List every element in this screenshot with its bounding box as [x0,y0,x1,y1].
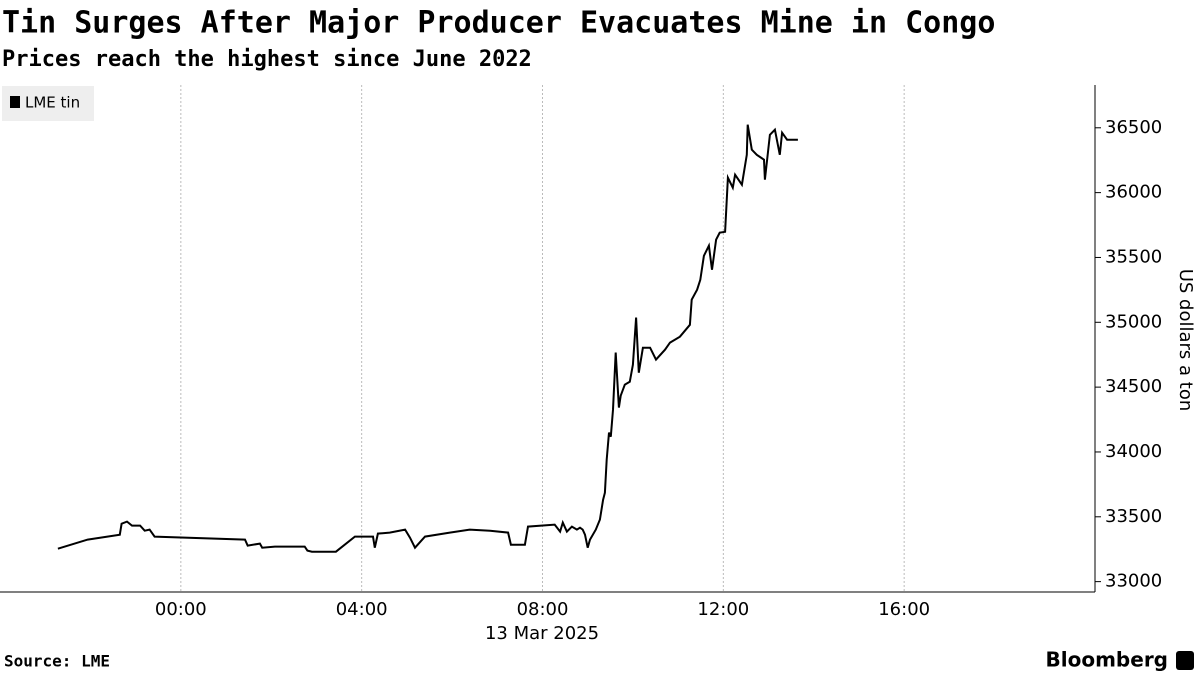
y-tick-label: 36000 [1105,182,1162,203]
source: Source: LME [4,652,110,671]
chart-title: Tin Surges After Major Producer Evacuate… [2,6,995,41]
legend-swatch [10,96,20,108]
x-tick-label: 04:00 [336,599,388,620]
y-tick-label: 34500 [1105,376,1162,397]
y-tick-label: 35500 [1105,246,1162,267]
x-tick-label: 12:00 [697,599,749,620]
y-tick-label: 33500 [1105,506,1162,527]
y-tick-label: 36500 [1105,117,1162,138]
date-label: 13 Mar 2025 [485,623,599,644]
x-tick-label: 16:00 [878,599,930,620]
brand: Bloomberg [1046,648,1168,672]
y-tick-label: 33000 [1105,571,1162,592]
line-series [57,124,798,553]
y-tick-label: 35000 [1105,311,1162,332]
chart-subtitle: Prices reach the highest since June 2022 [2,47,532,72]
y-axis-label: US dollars a ton [1175,269,1196,412]
legend-label: LME tin [25,94,80,112]
x-tick-label: 08:00 [517,599,569,620]
brand-icon [1176,651,1194,670]
y-tick-label: 34000 [1105,441,1162,462]
x-tick-label: 00:00 [155,599,207,620]
